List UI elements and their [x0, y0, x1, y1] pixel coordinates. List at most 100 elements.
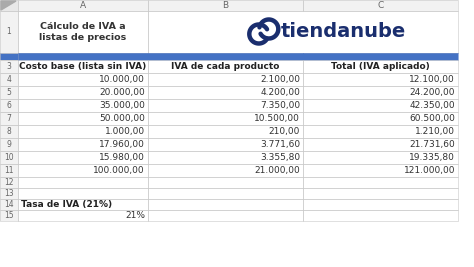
Bar: [0, 125, 18, 138]
Bar: [148, 199, 303, 210]
Bar: [303, 112, 458, 125]
Text: 1.210,00: 1.210,00: [415, 127, 455, 136]
Text: Total (IVA aplicado): Total (IVA aplicado): [331, 62, 430, 71]
Bar: [0, 151, 18, 164]
Bar: [18, 164, 148, 177]
Text: 4.200,00: 4.200,00: [260, 88, 300, 97]
Bar: [18, 0, 148, 11]
Text: 17.960,00: 17.960,00: [99, 140, 145, 149]
Text: 12.100,00: 12.100,00: [409, 75, 455, 84]
Bar: [18, 0, 148, 11]
Bar: [18, 86, 148, 99]
Bar: [303, 210, 458, 221]
Bar: [303, 60, 458, 73]
Bar: [18, 60, 148, 73]
Bar: [148, 151, 303, 164]
Bar: [303, 164, 458, 177]
Text: 5: 5: [7, 88, 11, 97]
Bar: [303, 151, 458, 164]
Bar: [18, 210, 148, 221]
Bar: [148, 73, 303, 86]
Bar: [148, 164, 303, 177]
Bar: [0, 99, 18, 112]
Bar: [303, 138, 458, 151]
Bar: [0, 177, 18, 188]
Bar: [148, 151, 303, 164]
Text: 10.500,00: 10.500,00: [254, 114, 300, 123]
Bar: [303, 99, 458, 112]
Bar: [18, 199, 148, 210]
Text: 35.000,00: 35.000,00: [99, 101, 145, 110]
Text: 210,00: 210,00: [269, 127, 300, 136]
Text: 50.000,00: 50.000,00: [99, 114, 145, 123]
Bar: [0, 112, 18, 125]
Bar: [0, 11, 18, 53]
Bar: [0, 125, 18, 138]
Text: 3: 3: [7, 62, 11, 71]
Text: 8: 8: [7, 127, 11, 136]
Bar: [18, 99, 148, 112]
Bar: [0, 210, 18, 221]
Text: 9: 9: [7, 140, 11, 149]
Bar: [0, 73, 18, 86]
Bar: [18, 188, 148, 199]
Bar: [18, 112, 148, 125]
Bar: [18, 177, 148, 188]
Text: 121.000,00: 121.000,00: [403, 166, 455, 175]
Bar: [303, 125, 458, 138]
Bar: [148, 99, 303, 112]
Text: 7.350,00: 7.350,00: [260, 101, 300, 110]
Bar: [303, 151, 458, 164]
Bar: [0, 199, 18, 210]
Text: 10.000,00: 10.000,00: [99, 75, 145, 84]
Text: C: C: [377, 1, 383, 10]
Bar: [18, 188, 148, 199]
Text: IVA de cada producto: IVA de cada producto: [171, 62, 280, 71]
Bar: [303, 53, 458, 60]
Text: Cálculo de IVA a
listas de precios: Cálculo de IVA a listas de precios: [39, 22, 127, 42]
Text: 10: 10: [4, 153, 14, 162]
Bar: [148, 210, 303, 221]
Bar: [0, 199, 18, 210]
Bar: [303, 138, 458, 151]
Polygon shape: [1, 1, 16, 10]
Bar: [148, 199, 303, 210]
Bar: [303, 177, 458, 188]
Bar: [148, 138, 303, 151]
Bar: [148, 177, 303, 188]
Bar: [303, 177, 458, 188]
Bar: [0, 0, 18, 11]
Bar: [18, 125, 148, 138]
Bar: [303, 60, 458, 73]
Bar: [303, 164, 458, 177]
Bar: [0, 112, 18, 125]
Bar: [148, 125, 303, 138]
Text: 6: 6: [7, 101, 11, 110]
Bar: [148, 73, 303, 86]
Bar: [148, 11, 458, 53]
Text: 15.980,00: 15.980,00: [99, 153, 145, 162]
Text: 3.771,60: 3.771,60: [260, 140, 300, 149]
Bar: [148, 125, 303, 138]
Text: 1.000,00: 1.000,00: [105, 127, 145, 136]
Bar: [303, 210, 458, 221]
Text: A: A: [80, 1, 86, 10]
Text: 3.355,80: 3.355,80: [260, 153, 300, 162]
Text: 4: 4: [7, 75, 11, 84]
Bar: [303, 188, 458, 199]
Bar: [18, 11, 148, 53]
Bar: [0, 164, 18, 177]
Bar: [0, 60, 18, 73]
Bar: [148, 188, 303, 199]
Bar: [18, 138, 148, 151]
Bar: [148, 11, 458, 53]
Text: Costo base (lista sin IVA): Costo base (lista sin IVA): [19, 62, 146, 71]
Bar: [303, 99, 458, 112]
Bar: [18, 11, 148, 53]
Bar: [0, 188, 18, 199]
Bar: [0, 60, 18, 73]
Bar: [18, 125, 148, 138]
Bar: [18, 53, 148, 60]
Text: 13: 13: [4, 189, 14, 198]
Bar: [303, 125, 458, 138]
